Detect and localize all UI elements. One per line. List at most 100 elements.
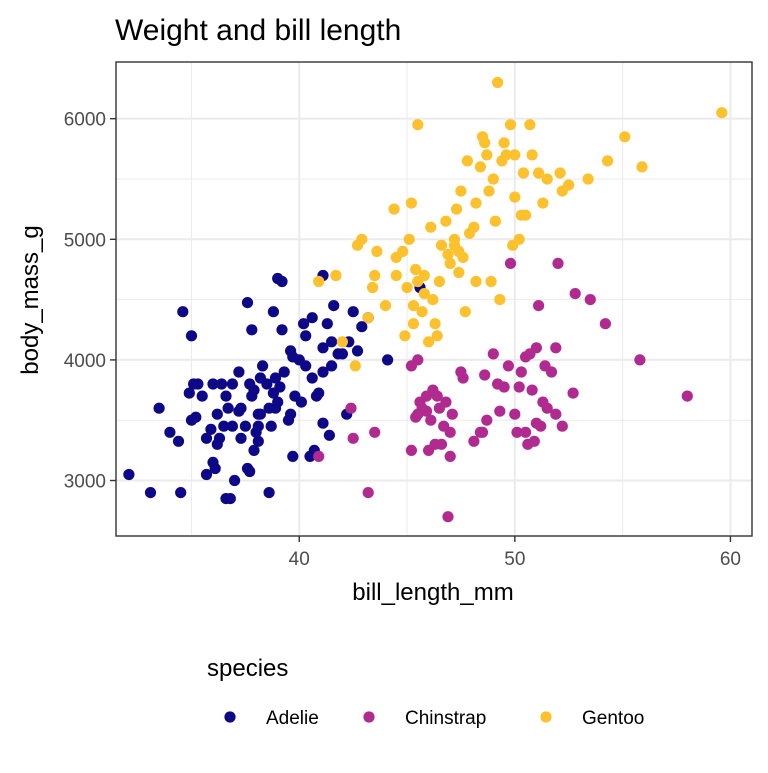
data-point-gentoo: [537, 197, 549, 209]
data-point-gentoo: [397, 245, 409, 257]
data-point-adelie: [222, 402, 234, 414]
data-point-adelie: [248, 444, 260, 456]
y-tick-label: 6000: [64, 110, 106, 131]
data-point-chinstrap: [526, 384, 538, 396]
data-point-adelie: [306, 372, 318, 384]
data-point-chinstrap: [468, 435, 480, 447]
data-point-adelie: [252, 435, 264, 447]
data-point-adelie: [244, 378, 256, 390]
data-point-adelie: [241, 297, 254, 309]
data-point-gentoo: [429, 318, 441, 330]
data-point-adelie: [300, 360, 312, 372]
data-point-adelie: [298, 318, 310, 330]
data-point-chinstrap: [405, 444, 417, 456]
data-point-adelie: [185, 414, 198, 426]
data-point-gentoo: [431, 330, 443, 342]
data-point-chinstrap: [515, 366, 527, 378]
data-point-chinstrap: [528, 435, 540, 447]
data-point-gentoo: [401, 281, 413, 294]
x-tick-label: 60: [720, 549, 741, 570]
data-point-gentoo: [524, 119, 536, 131]
data-point-gentoo: [407, 300, 420, 312]
data-point-gentoo: [313, 275, 325, 288]
data-point-chinstrap: [431, 390, 443, 402]
data-point-adelie: [306, 312, 318, 324]
data-point-chinstrap: [504, 257, 517, 269]
data-point-adelie: [347, 306, 359, 318]
legend-title: species: [207, 655, 288, 682]
data-point-chinstrap: [513, 381, 525, 393]
data-point-adelie: [220, 390, 232, 402]
y-tick-label: 5000: [64, 230, 106, 251]
data-point-chinstrap: [457, 372, 469, 384]
data-point-adelie: [144, 487, 157, 499]
data-point-adelie: [200, 468, 213, 481]
data-point-adelie: [153, 402, 165, 414]
data-point-chinstrap: [530, 342, 543, 354]
data-point-gentoo: [330, 269, 342, 282]
data-point-chinstrap: [533, 300, 545, 312]
data-point-gentoo: [455, 185, 467, 197]
data-point-adelie: [183, 387, 195, 399]
data-point-gentoo: [425, 221, 437, 233]
data-point-gentoo: [418, 269, 430, 282]
data-point-gentoo: [336, 336, 348, 348]
data-point-gentoo: [517, 167, 530, 179]
data-point-adelie: [226, 420, 238, 432]
data-point-chinstrap: [420, 405, 433, 417]
data-point-adelie: [209, 462, 221, 475]
plot-border: [115, 61, 753, 537]
data-point-adelie: [326, 336, 338, 348]
data-point-chinstrap: [599, 318, 612, 330]
data-point-gentoo: [367, 281, 379, 294]
data-point-gentoo: [356, 233, 368, 245]
data-point-chinstrap: [446, 408, 458, 420]
data-point-chinstrap: [474, 426, 486, 438]
data-point-adelie: [295, 396, 307, 408]
data-point-chinstrap: [487, 348, 499, 360]
data-point-adelie: [382, 354, 394, 366]
data-point-adelie: [205, 423, 217, 435]
data-point-adelie: [235, 432, 247, 444]
data-point-adelie: [317, 342, 329, 354]
data-point-gentoo: [371, 245, 383, 257]
data-point-gentoo: [416, 306, 428, 318]
data-point-adelie: [254, 408, 266, 420]
data-point-gentoo: [461, 155, 473, 167]
data-point-gentoo: [487, 173, 499, 185]
data-point-gentoo: [453, 245, 465, 257]
x-tick-label: 50: [504, 549, 525, 570]
data-point-chinstrap: [425, 414, 437, 426]
data-point-adelie: [216, 378, 228, 390]
legend-key-gentoo: [540, 711, 552, 723]
data-point-gentoo: [435, 239, 448, 251]
data-point-gentoo: [442, 248, 454, 260]
data-point-chinstrap: [444, 450, 456, 462]
data-point-gentoo: [582, 173, 594, 185]
data-point-gentoo: [405, 197, 417, 209]
x-axis-title: bill_length_mm: [352, 579, 513, 606]
data-point-chinstrap: [345, 402, 357, 414]
data-point-gentoo: [407, 318, 420, 330]
data-point-gentoo: [554, 167, 566, 179]
data-point-chinstrap: [442, 511, 454, 523]
data-point-gentoo: [507, 239, 519, 251]
data-point-gentoo: [494, 294, 506, 306]
data-point-chinstrap: [438, 420, 450, 432]
data-point-adelie: [172, 435, 185, 447]
data-point-chinstrap: [550, 342, 562, 354]
data-point-gentoo: [427, 294, 439, 306]
data-point-chinstrap: [541, 402, 553, 414]
legend-key-chinstrap: [363, 711, 375, 723]
data-point-chinstrap: [569, 288, 581, 300]
data-point-adelie: [233, 366, 245, 378]
data-point-adelie: [254, 372, 266, 384]
data-point-gentoo: [500, 149, 512, 161]
legend-label-adelie: Adelie: [266, 708, 319, 729]
data-point-gentoo: [412, 119, 424, 131]
data-point-adelie: [328, 300, 340, 312]
data-point-chinstrap: [369, 426, 381, 438]
data-point-gentoo: [509, 191, 521, 203]
legend-label-chinstrap: Chinstrap: [405, 708, 486, 729]
data-point-gentoo: [716, 107, 728, 119]
